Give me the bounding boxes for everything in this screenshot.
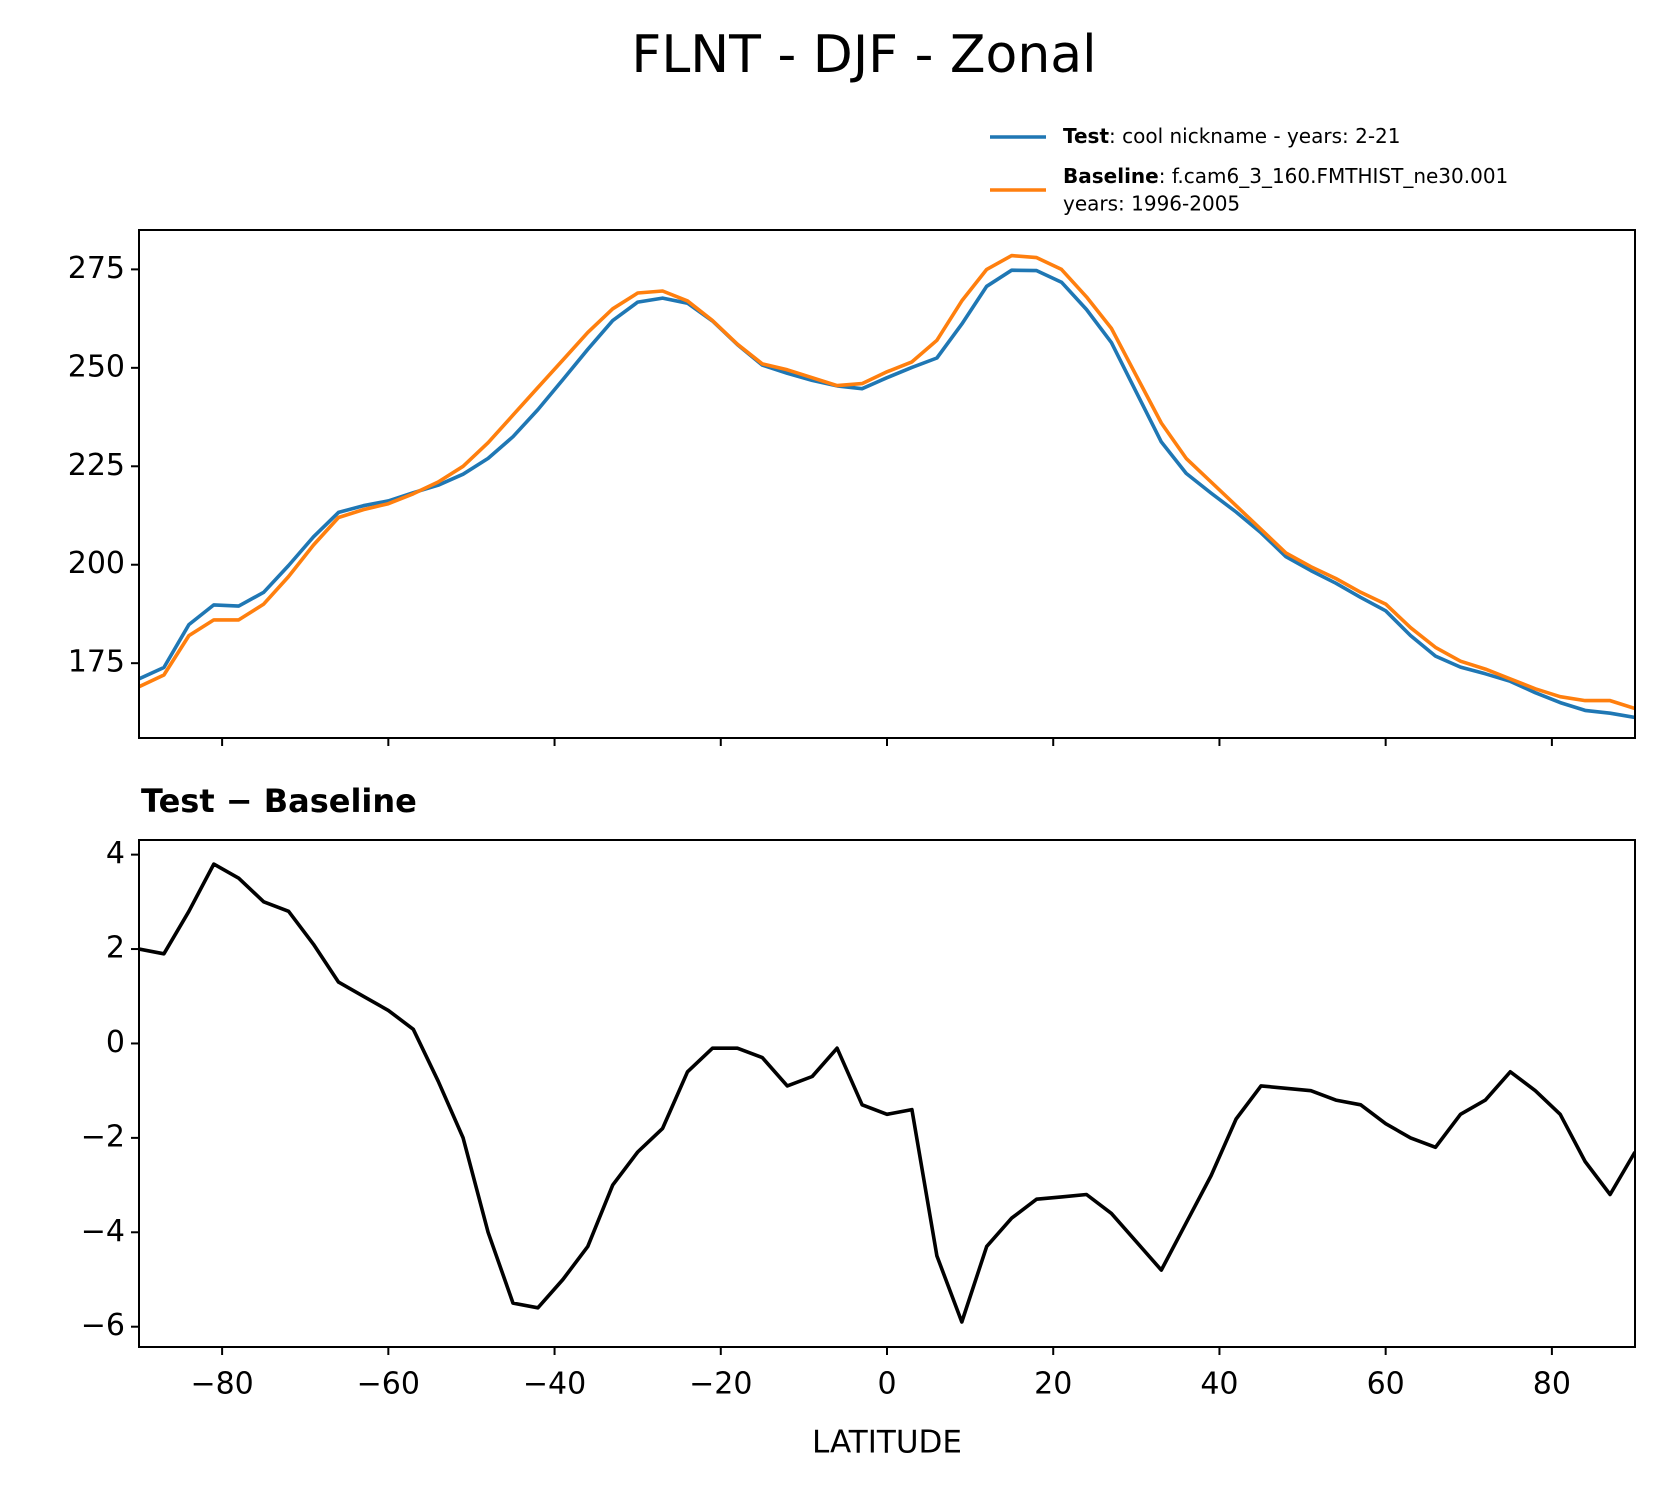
axes-frame (138, 839, 1636, 1348)
legend-name: Test (1063, 124, 1109, 148)
x-tick-label: −60 (357, 1367, 420, 1402)
y-tick-label: 0 (106, 1025, 125, 1060)
y-tick-label: −2 (81, 1119, 125, 1154)
y-tick-label: 175 (68, 645, 125, 680)
x-tick-label: 40 (1200, 1367, 1238, 1402)
x-tick-label: 80 (1533, 1367, 1571, 1402)
y-tick-label: −4 (81, 1214, 125, 1249)
y-tick-label: 4 (106, 836, 125, 871)
y-tick-label: 225 (68, 448, 125, 483)
legend-text: Test: cool nickname - years: 2-21 (1063, 124, 1400, 148)
data-line (139, 253, 1635, 711)
x-tick-label: −40 (523, 1367, 586, 1402)
x-tick-label: 60 (1367, 1367, 1405, 1402)
y-tick-label: 2 (106, 931, 125, 966)
x-tick-label: 0 (877, 1367, 896, 1402)
legend-text: Baseline: f.cam6_3_160.FMTHIST_ne30.001 (1063, 164, 1508, 188)
x-tick-label: 20 (1034, 1367, 1072, 1402)
legend-name: Baseline (1063, 164, 1159, 188)
figure-title: FLNT - DJF - Zonal (631, 25, 1096, 85)
y-tick-label: 200 (68, 546, 125, 581)
x-axis-label: LATITUDE (812, 1425, 962, 1461)
data-line (139, 268, 1635, 720)
legend-description: : cool nickname - years: 2-21 (1109, 124, 1400, 148)
axes-frame (138, 229, 1636, 739)
subplot-title: Test − Baseline (141, 782, 417, 820)
y-tick-label: 250 (68, 349, 125, 384)
y-tick-label: 275 (68, 251, 125, 286)
y-tick-label: −6 (81, 1308, 125, 1343)
x-tick-label: −80 (190, 1367, 253, 1402)
legend-description: : f.cam6_3_160.FMTHIST_ne30.001 (1159, 164, 1509, 188)
legend-description: years: 1996-2005 (1063, 192, 1240, 216)
x-tick-label: −20 (689, 1367, 752, 1402)
data-line (139, 862, 1635, 1324)
